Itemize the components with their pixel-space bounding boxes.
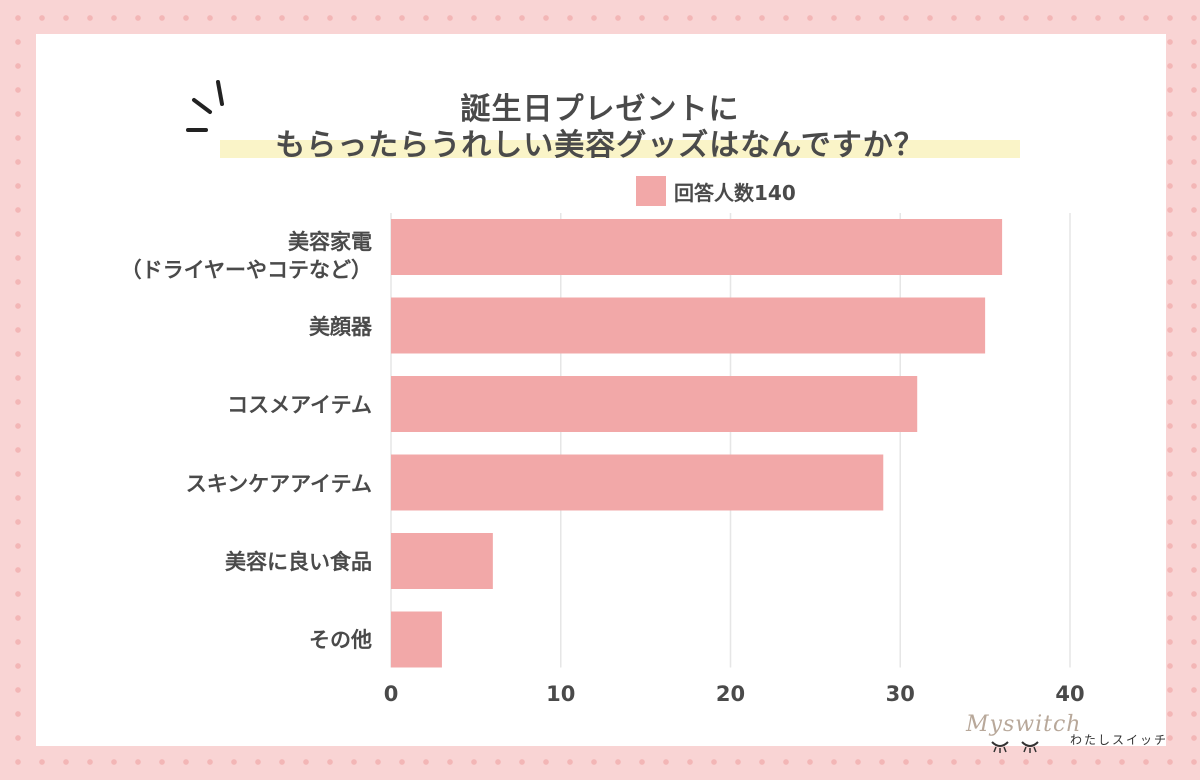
title-highlight: [220, 140, 1020, 158]
x-tick-label-2: 20: [716, 682, 745, 706]
category-label-1: 美顔器: [309, 313, 372, 341]
brand-name-jp: わたしスイッチ: [1070, 733, 1169, 747]
x-tick-label-1: 10: [546, 682, 575, 706]
x-tick-label-0: 0: [384, 682, 399, 706]
bar-4: [391, 533, 493, 589]
bar-0: [391, 219, 1003, 275]
legend-label: 回答人数140: [674, 180, 796, 205]
bar-5: [391, 611, 442, 668]
category-label-2-line1: コスメアイテム: [227, 393, 372, 417]
emphasis-lines-icon: [186, 80, 224, 132]
x-tick-label-3: 30: [886, 682, 915, 706]
category-label-3-line1: スキンケアアイテム: [185, 472, 372, 496]
category-label-0-line1: 美容家電: [288, 230, 372, 254]
category-label-2: コスメアイテム: [227, 391, 372, 419]
category-label-4: 美容に良い食品: [225, 548, 372, 576]
category-label-3: スキンケアアイテム: [186, 470, 372, 498]
category-label-0: 美容家電 （ドライヤーやコテなど）: [121, 228, 372, 284]
chart-title-line1: 誕生日プレゼントに: [460, 92, 740, 127]
chart-title-line2: もらったらうれしい美容グッズはなんですか？: [275, 128, 925, 163]
bar-1: [391, 297, 986, 354]
x-tick-label-4: 40: [1055, 682, 1084, 706]
legend: 回答人数140: [636, 176, 796, 206]
bar-3: [391, 454, 884, 511]
category-label-0-line2: （ドライヤーやコテなど）: [120, 258, 372, 282]
legend-swatch: [636, 176, 666, 206]
category-label-5: その他: [309, 626, 372, 654]
category-label-1-line1: 美顔器: [309, 315, 372, 339]
category-label-4-line1: 美容に良い食品: [225, 550, 372, 574]
category-label-5-line1: その他: [309, 628, 372, 652]
bar-2: [391, 376, 918, 432]
eyelashes-icon: [991, 741, 1039, 753]
brand-logo-script: Myswitch: [966, 712, 1082, 737]
